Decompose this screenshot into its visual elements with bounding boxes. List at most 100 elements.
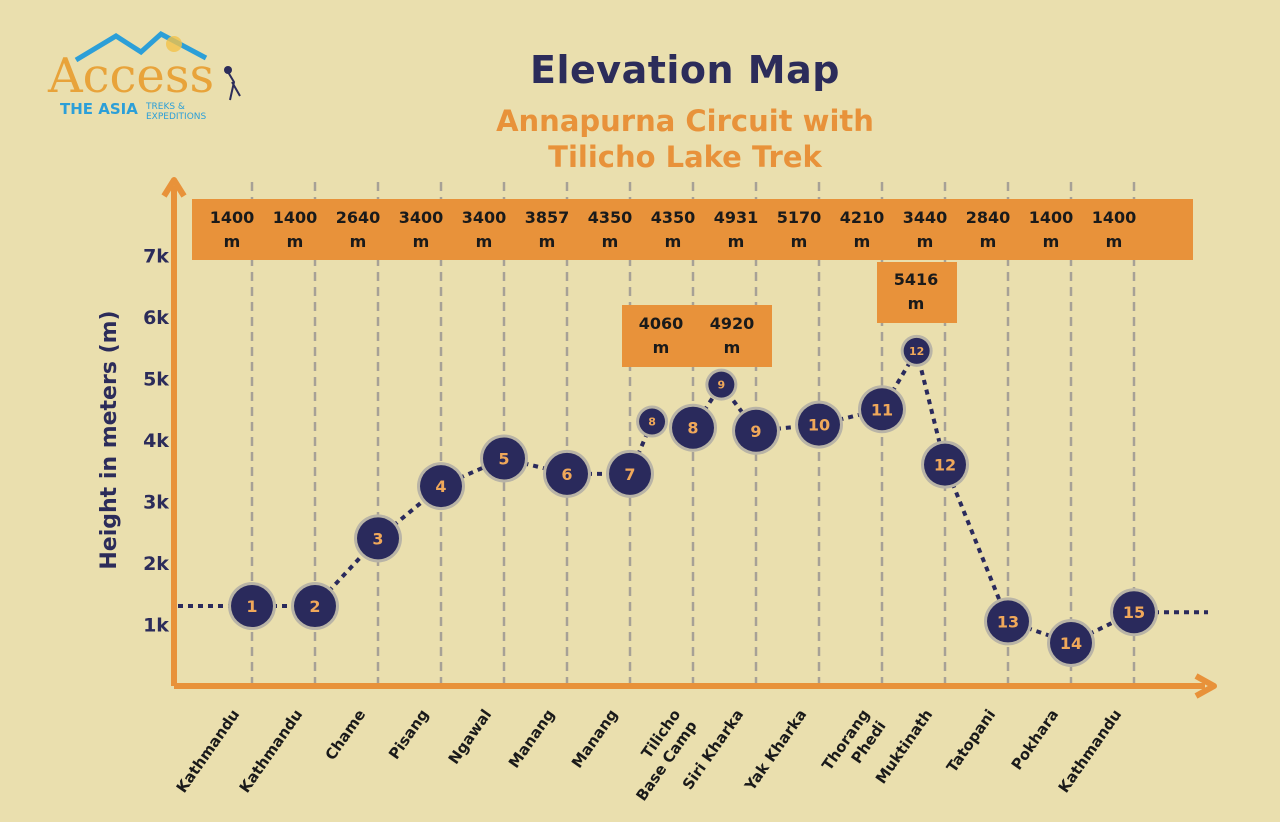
y-tick-label: 2k	[143, 553, 169, 575]
company-logo: Access THE ASIA TREKS & EXPEDITIONS	[46, 30, 246, 122]
day-marker-label: 7	[624, 465, 635, 484]
x-axis-arrow-icon	[1194, 673, 1217, 699]
elevation-unit: m	[224, 232, 241, 251]
elevation-label: 4931	[714, 208, 759, 227]
x-tick-label: Kathmandu	[1055, 706, 1126, 796]
x-tick-label-group: Kathmandu	[236, 706, 307, 796]
day-marker	[420, 465, 462, 508]
elevation-unit: m	[350, 232, 367, 251]
day-marker	[294, 585, 336, 628]
extra-elevation-label: 5416	[894, 270, 939, 289]
elevation-label: 4350	[588, 208, 633, 227]
x-tick-label: Manang	[505, 706, 558, 771]
x-tick-label-group: Pokhara	[1008, 706, 1063, 773]
day-marker	[861, 388, 903, 431]
extra-elevation-label: 4920	[710, 314, 755, 333]
elevation-unit: m	[413, 232, 430, 251]
day-marker-label: 10	[808, 416, 830, 435]
mountain-logo-icon	[74, 30, 241, 101]
elevation-label: 4350	[651, 208, 696, 227]
elevation-label: 3400	[462, 208, 507, 227]
elevation-unit: m	[728, 232, 745, 251]
day-marker-label: 12	[934, 456, 956, 475]
elevation-unit: m	[854, 232, 871, 251]
day-marker	[924, 443, 966, 486]
x-tick-label: Chame	[321, 706, 369, 764]
day-marker-label: 5	[498, 449, 509, 468]
y-tick-label: 1k	[143, 615, 169, 637]
day-marker-label: 14	[1060, 634, 1082, 653]
day-marker	[735, 409, 777, 452]
x-tick-label: Yak Kharka	[741, 706, 811, 795]
y-axis-label: Height in meters (m)	[97, 310, 122, 569]
day-marker	[708, 371, 735, 398]
elevation-unit: m	[287, 232, 304, 251]
day-marker	[546, 452, 588, 495]
day-marker-label: 1	[246, 597, 257, 616]
day-marker	[483, 437, 525, 480]
elevation-unit: m	[665, 232, 682, 251]
day-marker-label: 6	[561, 465, 572, 484]
trail-segment	[943, 463, 1010, 623]
day-marker	[672, 406, 714, 449]
x-tick-label: Kathmandu	[236, 706, 307, 796]
extra-elevation-unit: m	[653, 338, 670, 357]
x-tick-label: Muktinath	[872, 706, 936, 787]
elevation-label: 1400	[1029, 208, 1074, 227]
x-tick-label: Manang	[568, 706, 621, 771]
day-marker-label: 11	[871, 400, 893, 419]
x-tick-label-group: Manang	[505, 706, 558, 771]
day-marker-label: 9	[750, 422, 761, 441]
elevation-unit: m	[917, 232, 934, 251]
elevation-unit: m	[980, 232, 997, 251]
day-marker-label: 15	[1123, 603, 1145, 622]
elevation-label: 5170	[777, 208, 822, 227]
x-tick-label-group: Yak Kharka	[741, 706, 811, 795]
elevation-unit: m	[1043, 232, 1060, 251]
day-marker-label: 13	[997, 612, 1019, 631]
day-marker-label: 8	[687, 419, 698, 438]
elevation-label: 2840	[966, 208, 1011, 227]
extra-elevation-label: 4060	[639, 314, 684, 333]
extra-elevation-unit: m	[724, 338, 741, 357]
chart-subtitle-line1: Annapurna Circuit with	[496, 104, 874, 138]
y-axis-arrow-icon	[161, 177, 187, 198]
day-marker	[231, 585, 273, 628]
day-marker	[1113, 591, 1155, 634]
y-tick-label: 5k	[143, 369, 169, 391]
day-marker	[639, 408, 666, 435]
elevation-unit: m	[476, 232, 493, 251]
y-tick-label: 6k	[143, 307, 169, 329]
x-tick-label-group: Muktinath	[872, 706, 936, 787]
day-marker	[798, 403, 840, 446]
extra-elevation-box	[622, 305, 772, 367]
day-marker	[903, 337, 930, 364]
x-tick-label-group: Manang	[568, 706, 621, 771]
elevation-label: 2640	[336, 208, 381, 227]
day-marker-label: 2	[309, 597, 320, 616]
elevation-label: 1400	[273, 208, 318, 227]
x-tick-label: Ngawal	[445, 706, 496, 768]
y-tick-label: 4k	[143, 430, 169, 452]
x-tick-label: Kathmandu	[173, 706, 244, 796]
day-marker-label: 4	[435, 477, 446, 496]
elevation-label: 4210	[840, 208, 885, 227]
chart-subtitle-line2: Tilicho Lake Trek	[548, 140, 822, 174]
elevation-label: 3400	[399, 208, 444, 227]
x-tick-label-group: Kathmandu	[1055, 706, 1126, 796]
elevation-unit: m	[539, 232, 556, 251]
elevation-label: 3857	[525, 208, 570, 227]
elevation-banner	[192, 199, 1193, 260]
x-tick-label-group: Ngawal	[445, 706, 496, 768]
elevation-label: 1400	[1092, 208, 1137, 227]
x-tick-label: Pokhara	[1008, 706, 1063, 773]
logo-line1: THE ASIA	[60, 100, 138, 118]
logo-word: Access	[48, 48, 215, 104]
elevation-label: 3440	[903, 208, 948, 227]
x-tick-label-group: Tatopani	[943, 706, 999, 776]
day-marker	[987, 600, 1029, 643]
elevation-unit: m	[791, 232, 808, 251]
y-tick-label: 7k	[143, 246, 169, 268]
day-marker-label: 9	[718, 379, 726, 392]
